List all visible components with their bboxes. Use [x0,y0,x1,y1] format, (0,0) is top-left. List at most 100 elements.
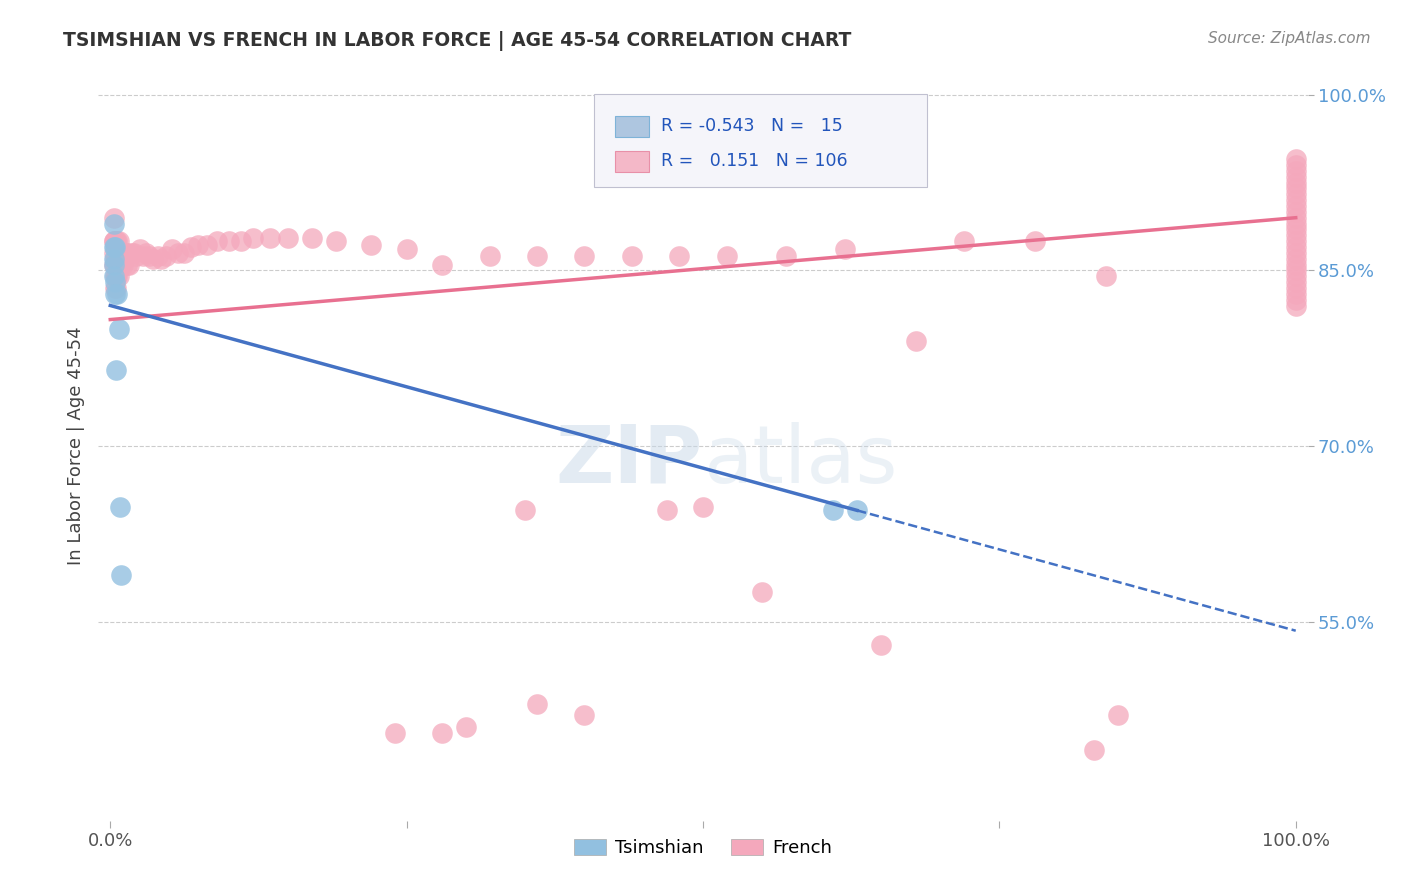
French [104,234,127,248]
Text: atlas: atlas [703,422,897,500]
French [229,234,252,248]
French [105,269,128,284]
French [115,258,138,272]
FancyBboxPatch shape [595,94,927,187]
French [1285,211,1308,225]
French [138,249,160,263]
French [692,500,714,514]
French [668,249,690,263]
French [454,720,477,734]
French [1285,176,1308,190]
French [1285,263,1308,277]
French [1285,164,1308,178]
French [150,252,173,266]
French [620,249,643,263]
French [526,697,548,711]
Text: R = -0.543   N =   15: R = -0.543 N = 15 [661,117,842,135]
French [104,252,127,266]
French [432,726,454,740]
French [1107,708,1129,723]
French [395,243,418,257]
French [478,249,501,263]
French [118,258,141,272]
French [1285,228,1308,243]
French [751,585,773,599]
Tsimshian [110,567,132,582]
French [103,258,125,272]
French [869,638,891,652]
French [277,230,299,244]
Tsimshian [104,286,127,301]
French [108,252,131,266]
French [657,503,679,517]
French [574,249,596,263]
French [129,243,152,257]
Tsimshian [103,240,125,254]
Tsimshian [103,269,125,284]
French [132,249,155,263]
French [1285,245,1308,260]
French [301,230,323,244]
French [1285,252,1308,266]
French [107,234,129,248]
French [1285,234,1308,248]
French [515,503,537,517]
French [1083,743,1105,757]
French [242,230,264,244]
French [105,269,128,284]
French [105,234,128,248]
French [111,252,134,266]
French [187,237,209,252]
French [432,258,454,272]
French [834,243,856,257]
French [121,245,143,260]
French [1285,158,1308,172]
French [107,269,129,284]
French [135,245,157,260]
French [574,708,596,723]
French [775,249,797,263]
Text: ZIP: ZIP [555,422,703,500]
French [197,237,219,252]
French [122,245,145,260]
Tsimshian [103,217,125,231]
French [103,234,125,248]
French [325,234,347,248]
French [1285,222,1308,236]
French [360,237,382,252]
French [1285,217,1308,231]
French [218,234,240,248]
French [112,258,135,272]
French [103,211,125,225]
French [114,245,136,260]
French [125,249,148,263]
French [1285,199,1308,213]
French [205,234,228,248]
French [1095,269,1118,284]
French [103,245,125,260]
Bar [614,116,648,136]
French [1285,281,1308,295]
French [1285,258,1308,272]
French [1285,240,1308,254]
French [142,252,165,266]
French [104,258,127,272]
Tsimshian [103,252,125,266]
Text: R =   0.151   N = 106: R = 0.151 N = 106 [661,153,848,170]
French [105,252,128,266]
Tsimshian [105,363,128,377]
French [1285,286,1308,301]
French [952,234,974,248]
French [716,249,738,263]
Tsimshian [103,258,125,272]
French [1285,169,1308,184]
French [105,252,128,266]
French [1024,234,1046,248]
French [166,245,188,260]
Tsimshian [107,322,129,336]
Text: TSIMSHIAN VS FRENCH IN LABOR FORCE | AGE 45-54 CORRELATION CHART: TSIMSHIAN VS FRENCH IN LABOR FORCE | AGE… [63,31,852,51]
French [110,258,132,272]
Bar [614,151,648,172]
French [1285,205,1308,219]
French [117,245,139,260]
